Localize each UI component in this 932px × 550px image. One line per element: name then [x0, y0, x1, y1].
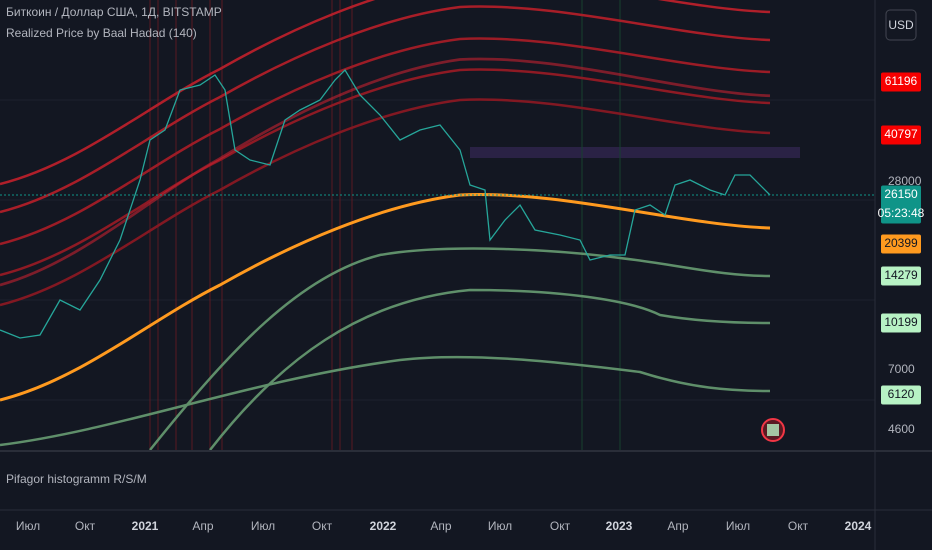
price-tag-label: 61196 — [885, 74, 918, 88]
time-axis-label: Апр — [667, 519, 689, 533]
time-axis-label: Июл — [16, 519, 40, 533]
price-scale-label: 4600 — [888, 422, 915, 436]
time-axis-label: Окт — [788, 519, 809, 533]
time-axis-label: Окт — [312, 519, 333, 533]
price-tag-label: 20399 — [884, 236, 918, 250]
price-tag — [881, 234, 921, 254]
time-axis-label: Апр — [430, 519, 452, 533]
bands — [0, 0, 772, 451]
time-axis-label: Окт — [75, 519, 96, 533]
price-scale-label: 7000 — [888, 362, 915, 376]
price-line — [0, 68, 771, 339]
time-axis-label: Июл — [726, 519, 750, 533]
price-scale-label: 28000 — [888, 174, 922, 188]
price-tag — [881, 266, 921, 286]
time-axis-label: Июл — [251, 519, 275, 533]
time-axis-label: 2024 — [845, 519, 872, 533]
time-axis-label: 2022 — [370, 519, 397, 533]
currency-button[interactable] — [885, 9, 917, 41]
countdown: 05:23:48 — [878, 206, 925, 220]
price-tag — [881, 72, 921, 92]
time-axis-label: 2021 — [132, 519, 159, 533]
price-tag — [881, 313, 921, 333]
symbol-title: Биткоин / Доллар США, 1Д, BITSTAMP — [6, 5, 222, 19]
time-axis-label: Окт — [550, 519, 571, 533]
currency-label[interactable]: USD — [888, 18, 914, 32]
price-tag-label: 14279 — [884, 268, 918, 282]
time-axis-label: 2023 — [606, 519, 633, 533]
time-axis-label: Апр — [192, 519, 214, 533]
indicator-title: Realized Price by Baal Hadad (140) — [6, 26, 197, 40]
price-tag-label: 26150 — [884, 187, 918, 201]
price-tag — [881, 385, 921, 405]
price-tag — [881, 125, 921, 145]
price-tag-label: 10199 — [884, 315, 918, 329]
zone — [470, 147, 800, 158]
price-tag-label: 40797 — [884, 127, 918, 141]
price-tag-label: 6120 — [888, 387, 915, 401]
lower-pane-title: Pifagor histogramm R/S/M — [6, 472, 147, 486]
price-tag — [881, 185, 921, 224]
time-axis-label: Июл — [488, 519, 512, 533]
alert-icon[interactable] — [761, 418, 785, 442]
